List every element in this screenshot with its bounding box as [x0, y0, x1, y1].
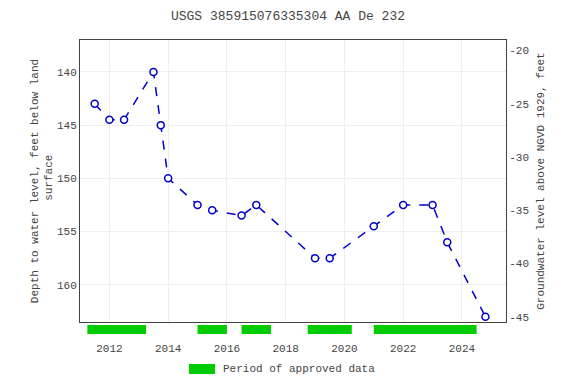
- svg-text:2014: 2014: [155, 343, 182, 355]
- svg-text:155: 155: [57, 226, 77, 238]
- svg-text:Groundwater level above NGVD 1: Groundwater level above NGVD 1929, feet: [535, 52, 547, 309]
- svg-text:2016: 2016: [214, 343, 240, 355]
- svg-text:-35: -35: [509, 205, 529, 217]
- svg-text:150: 150: [57, 173, 77, 185]
- svg-text:2024: 2024: [449, 343, 476, 355]
- svg-text:-30: -30: [509, 152, 529, 164]
- svg-text:2022: 2022: [390, 343, 416, 355]
- svg-text:Period of approved data: Period of approved data: [223, 363, 375, 375]
- svg-text:145: 145: [57, 120, 77, 132]
- svg-text:-20: -20: [509, 45, 529, 57]
- svg-text:160: 160: [57, 280, 77, 292]
- svg-text:2012: 2012: [96, 343, 122, 355]
- svg-text:2018: 2018: [272, 343, 298, 355]
- svg-text:USGS 385915076335304 AA De 232: USGS 385915076335304 AA De 232: [171, 9, 405, 24]
- svg-text:-45: -45: [509, 312, 529, 324]
- svg-text:140: 140: [57, 67, 77, 79]
- svg-text:-40: -40: [509, 258, 529, 270]
- svg-text:2020: 2020: [331, 343, 357, 355]
- svg-text:Depth to water level, feet bel: Depth to water level, feet below land su…: [29, 59, 55, 303]
- svg-text:-25: -25: [509, 99, 529, 111]
